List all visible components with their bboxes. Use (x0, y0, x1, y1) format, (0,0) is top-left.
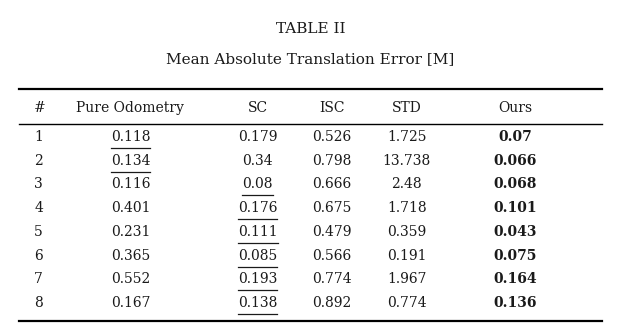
Text: 0.07: 0.07 (499, 130, 532, 144)
Text: 0.666: 0.666 (312, 177, 352, 191)
Text: 0.552: 0.552 (111, 272, 150, 286)
Text: 1.725: 1.725 (387, 130, 427, 144)
Text: 0.116: 0.116 (111, 177, 150, 191)
Text: 0.479: 0.479 (312, 225, 352, 239)
Text: 0.176: 0.176 (238, 201, 278, 215)
Text: 1.967: 1.967 (387, 272, 427, 286)
Text: 0.231: 0.231 (111, 225, 150, 239)
Text: SC: SC (248, 101, 268, 115)
Text: Ours: Ours (499, 101, 532, 115)
Text: 0.365: 0.365 (111, 248, 150, 263)
Text: 3: 3 (34, 177, 43, 191)
Text: 2: 2 (34, 154, 43, 168)
Text: 0.068: 0.068 (494, 177, 537, 191)
Text: 6: 6 (34, 248, 43, 263)
Text: Mean Absolute Translation Error [M]: Mean Absolute Translation Error [M] (166, 52, 455, 66)
Text: 4: 4 (34, 201, 43, 215)
Text: 0.08: 0.08 (242, 177, 273, 191)
Text: 7: 7 (34, 272, 43, 286)
Text: 0.136: 0.136 (494, 296, 537, 310)
Text: 0.892: 0.892 (312, 296, 352, 310)
Text: 0.798: 0.798 (312, 154, 352, 168)
Text: 0.566: 0.566 (312, 248, 352, 263)
Text: 0.138: 0.138 (238, 296, 278, 310)
Text: 0.774: 0.774 (312, 272, 352, 286)
Text: 0.774: 0.774 (387, 296, 427, 310)
Text: 0.134: 0.134 (111, 154, 150, 168)
Text: 0.359: 0.359 (387, 225, 427, 239)
Text: 0.075: 0.075 (494, 248, 537, 263)
Text: 0.164: 0.164 (494, 272, 537, 286)
Text: 1: 1 (34, 130, 43, 144)
Text: 0.34: 0.34 (242, 154, 273, 168)
Text: 0.193: 0.193 (238, 272, 278, 286)
Text: 0.118: 0.118 (111, 130, 150, 144)
Text: 1.718: 1.718 (387, 201, 427, 215)
Text: 0.066: 0.066 (494, 154, 537, 168)
Text: 0.191: 0.191 (387, 248, 427, 263)
Text: Pure Odometry: Pure Odometry (76, 101, 184, 115)
Text: 0.167: 0.167 (111, 296, 150, 310)
Text: 2.48: 2.48 (391, 177, 422, 191)
Text: TABLE II: TABLE II (276, 22, 345, 36)
Text: ISC: ISC (319, 101, 345, 115)
Text: 0.085: 0.085 (238, 248, 278, 263)
Text: 13.738: 13.738 (383, 154, 431, 168)
Text: 0.111: 0.111 (238, 225, 278, 239)
Text: 0.101: 0.101 (494, 201, 537, 215)
Text: #: # (34, 101, 46, 115)
Text: 8: 8 (34, 296, 43, 310)
Text: 0.043: 0.043 (494, 225, 537, 239)
Text: 0.526: 0.526 (312, 130, 352, 144)
Text: STD: STD (392, 101, 422, 115)
Text: 0.675: 0.675 (312, 201, 352, 215)
Text: 0.401: 0.401 (111, 201, 150, 215)
Text: 5: 5 (34, 225, 43, 239)
Text: 0.179: 0.179 (238, 130, 278, 144)
